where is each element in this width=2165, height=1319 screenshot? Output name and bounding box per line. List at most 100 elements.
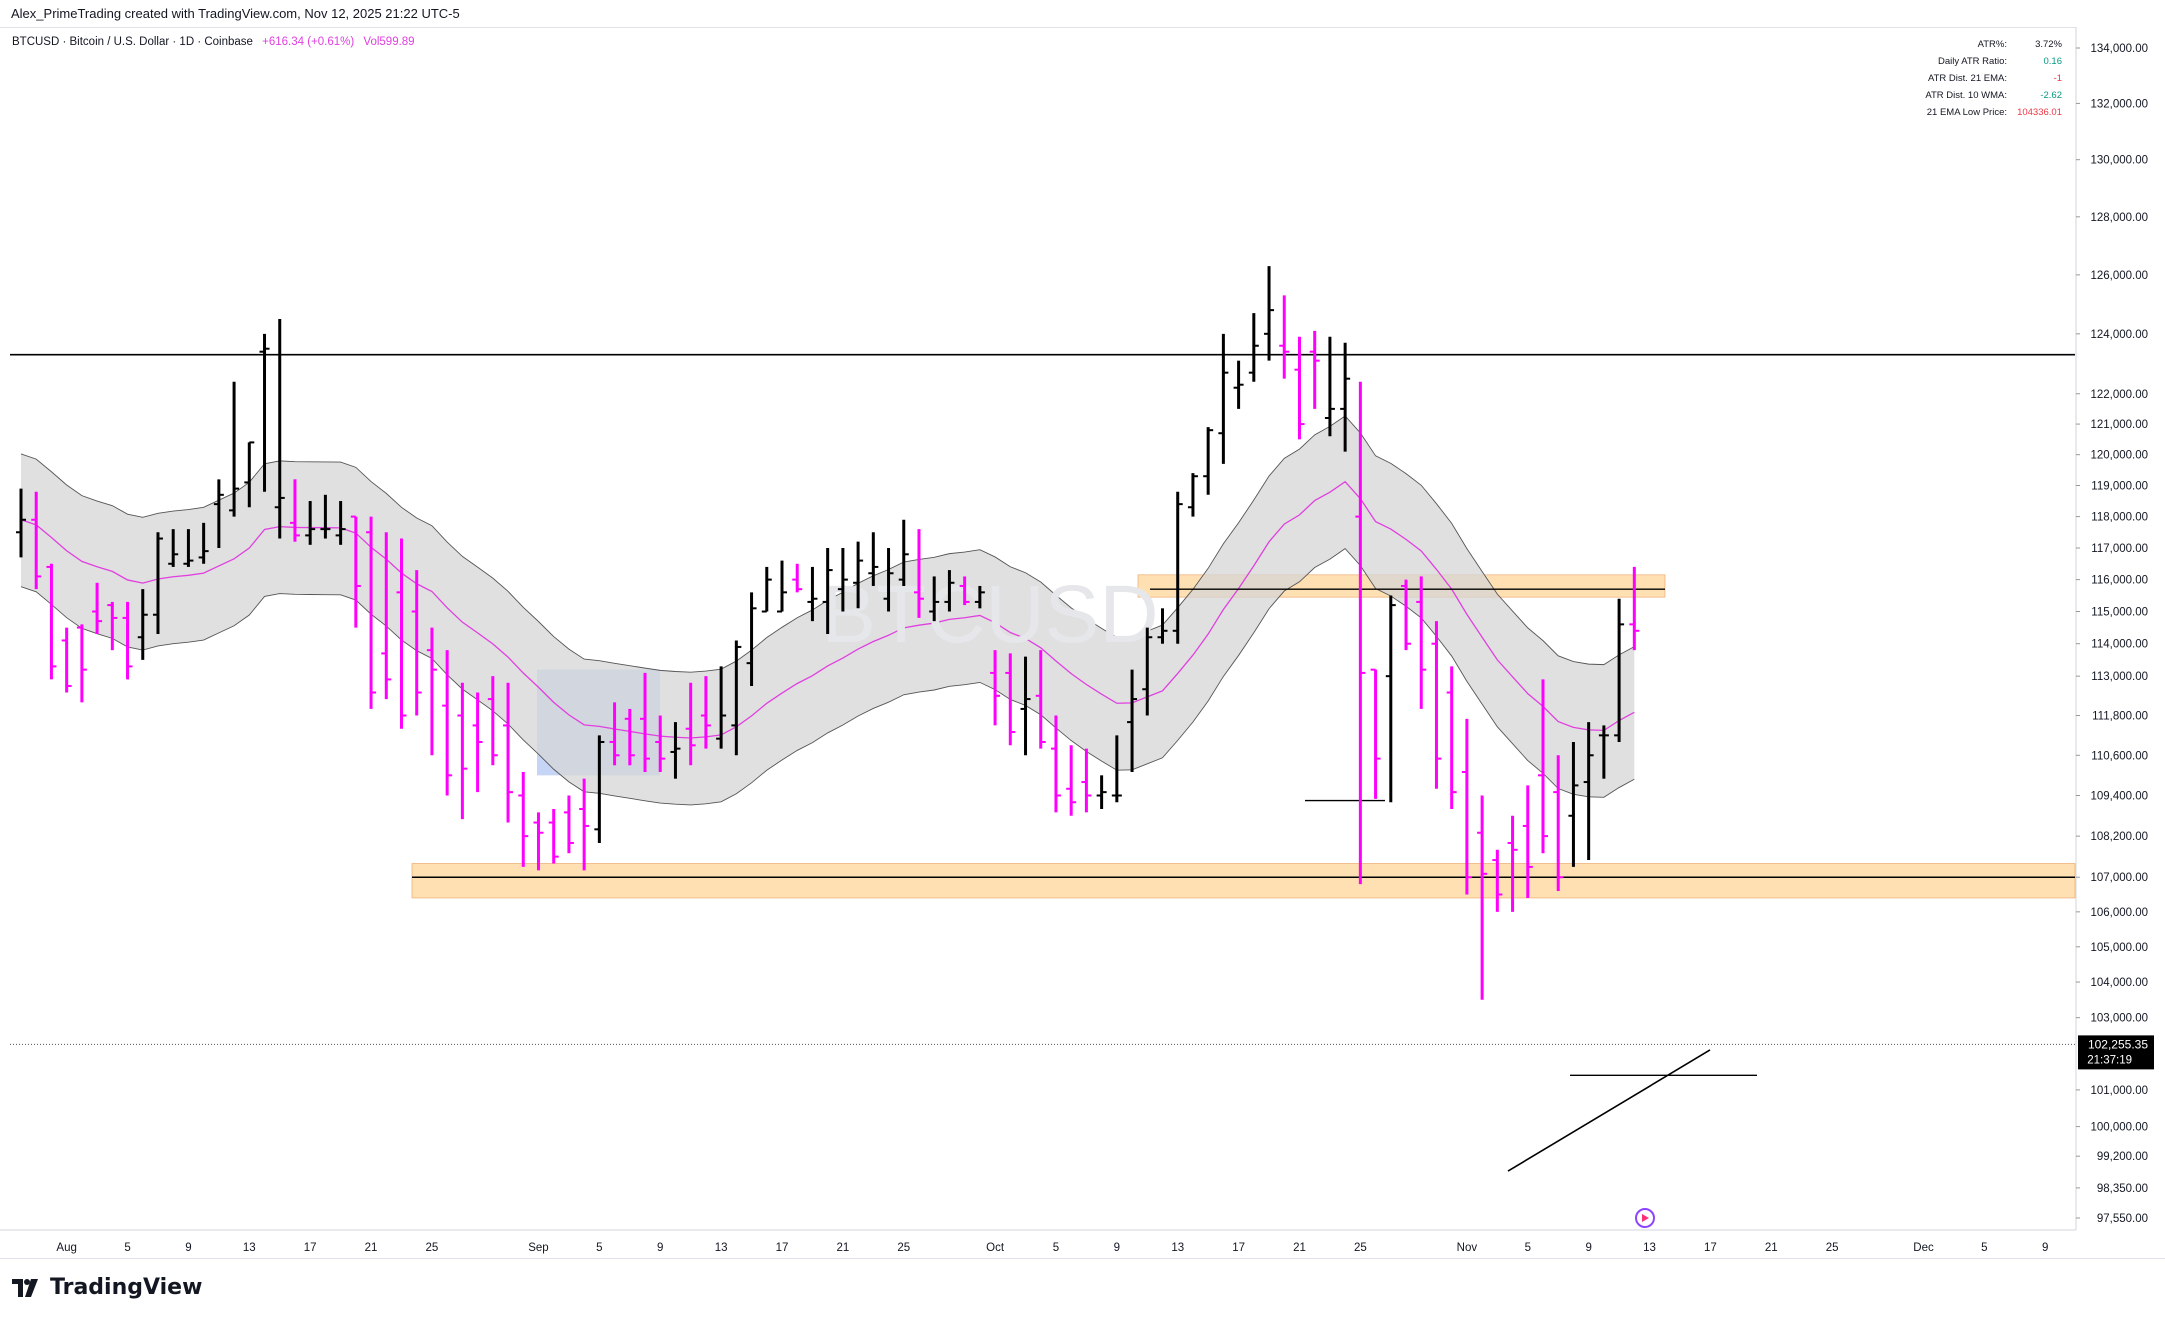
ohlc-bar[interactable] xyxy=(944,570,955,612)
ohlc-bar[interactable] xyxy=(1340,342,1351,452)
ohlc-bar[interactable] xyxy=(1507,815,1518,912)
ohlc-bar[interactable] xyxy=(1401,579,1412,651)
replay-icon[interactable] xyxy=(1635,1208,1655,1228)
ohlc-bar[interactable] xyxy=(213,479,224,548)
tradingview-logo[interactable]: TradingView xyxy=(12,1275,202,1300)
ohlc-bar[interactable] xyxy=(655,715,666,772)
ohlc-bar[interactable] xyxy=(46,563,57,680)
ohlc-bar[interactable] xyxy=(411,570,422,716)
ohlc-bar[interactable] xyxy=(685,682,696,766)
ohlc-bar[interactable] xyxy=(1081,748,1092,813)
ohlc-bar[interactable] xyxy=(1355,381,1366,885)
ohlc-bar[interactable] xyxy=(1248,313,1259,382)
ohlc-bar[interactable] xyxy=(92,582,103,635)
price-axis[interactable]: 134,000.00 132,000.00 130,000.00 128,000.00… xyxy=(2075,27,2165,1230)
ohlc-bar[interactable] xyxy=(533,812,544,871)
ohlc-bar[interactable] xyxy=(1127,669,1138,772)
ohlc-bar[interactable] xyxy=(1538,679,1548,854)
ohlc-bar[interactable] xyxy=(837,547,848,612)
ohlc-bar[interactable] xyxy=(457,682,468,820)
ohlc-bar[interactable] xyxy=(381,532,392,700)
ohlc-bar[interactable] xyxy=(1279,295,1290,379)
ohlc-bar[interactable] xyxy=(1431,621,1442,789)
ohlc-bar[interactable] xyxy=(1553,755,1564,892)
ohlc-bar[interactable] xyxy=(1142,627,1153,716)
price-chart[interactable]: BTCUSD 134,000.00 132,000.00 130,000.00 128… xyxy=(0,27,2165,1258)
ohlc-bar[interactable] xyxy=(1294,336,1305,440)
ohlc-bar[interactable] xyxy=(929,576,940,622)
ohlc-bar[interactable] xyxy=(122,601,133,680)
ohlc-bar[interactable] xyxy=(1066,745,1077,816)
ohlc-bar[interactable] xyxy=(746,592,757,686)
ohlc-bar[interactable] xyxy=(1203,427,1214,495)
ohlc-bar[interactable] xyxy=(1492,849,1503,912)
ohlc-bar[interactable] xyxy=(700,676,711,749)
ohlc-bar[interactable] xyxy=(990,650,1001,726)
ohlc-bar[interactable] xyxy=(244,441,255,508)
ohlc-bar[interactable] xyxy=(503,682,514,823)
ohlc-bar[interactable] xyxy=(777,560,787,613)
ohlc-bar[interactable] xyxy=(1050,715,1061,813)
ohlc-bar[interactable] xyxy=(1035,650,1046,749)
ohlc-bar[interactable] xyxy=(868,532,879,586)
ohlc-bar[interactable] xyxy=(548,808,559,864)
ohlc-bar[interactable] xyxy=(350,515,361,628)
ohlc-bar[interactable] xyxy=(289,479,300,542)
ohlc-bar[interactable] xyxy=(807,566,818,622)
ohlc-bar[interactable] xyxy=(472,692,483,793)
ohlc-bar[interactable] xyxy=(1324,336,1335,437)
ohlc-bar[interactable] xyxy=(1172,491,1183,644)
ohlc-bar[interactable] xyxy=(61,627,72,693)
ohlc-bar[interactable] xyxy=(1385,595,1396,803)
ohlc-bar[interactable] xyxy=(1477,795,1488,1000)
ohlc-bar[interactable] xyxy=(898,519,909,586)
ohlc-bar[interactable] xyxy=(229,381,240,517)
ohlc-bar[interactable] xyxy=(305,501,316,545)
ohlc-bar[interactable] xyxy=(442,650,453,796)
ohlc-bar[interactable] xyxy=(670,722,681,779)
ohlc-bar[interactable] xyxy=(274,318,285,539)
ohlc-bar[interactable] xyxy=(959,576,970,606)
ohlc-bar[interactable] xyxy=(1111,735,1122,803)
ohlc-bar[interactable] xyxy=(1614,598,1625,742)
ohlc-bar[interactable] xyxy=(1568,741,1579,867)
ohlc-bar[interactable] xyxy=(335,501,346,545)
ohlc-bar[interactable] xyxy=(731,640,742,756)
ohlc-bar[interactable] xyxy=(1187,473,1198,517)
ohlc-bar[interactable] xyxy=(31,491,42,590)
ohlc-bar[interactable] xyxy=(1598,725,1609,779)
ohlc-bar[interactable] xyxy=(320,494,331,539)
ohlc-bar[interactable] xyxy=(579,778,590,871)
ohlc-bar[interactable] xyxy=(518,771,529,867)
ohlc-bar[interactable] xyxy=(137,589,148,660)
ohlc-bar[interactable] xyxy=(761,566,772,613)
support-zone[interactable] xyxy=(411,863,2076,899)
ohlc-bar[interactable] xyxy=(1583,722,1594,861)
ohlc-bar[interactable] xyxy=(1157,608,1168,644)
ohlc-bar[interactable] xyxy=(1416,576,1427,709)
ohlc-bar[interactable] xyxy=(168,529,179,567)
ohlc-bar[interactable] xyxy=(853,541,864,609)
ohlc-bar[interactable] xyxy=(259,333,270,492)
ohlc-bar[interactable] xyxy=(1096,775,1107,809)
time-axis[interactable]: Aug 5 9 13 17 21 25 Sep 5 9 13 17 21 25 Oct 5 9 13 17 21 25 N… xyxy=(0,1229,2165,1258)
ohlc-bar[interactable] xyxy=(76,624,87,703)
ohlc-bar[interactable] xyxy=(624,708,635,766)
ohlc-bar[interactable] xyxy=(1446,666,1457,809)
ohlc-bar[interactable] xyxy=(563,795,574,854)
ohlc-bar[interactable] xyxy=(1264,266,1275,361)
ohlc-bar[interactable] xyxy=(716,666,727,749)
ohlc-bar[interactable] xyxy=(366,516,377,709)
ohlc-bar[interactable] xyxy=(822,547,833,635)
ohlc-bar[interactable] xyxy=(107,601,118,651)
ohlc-bar[interactable] xyxy=(1370,668,1381,799)
ohlc-bar[interactable] xyxy=(152,532,163,635)
ohlc-bar[interactable] xyxy=(792,563,803,593)
ohlc-bar[interactable] xyxy=(640,672,651,772)
ohlc-bar[interactable] xyxy=(16,488,26,558)
ohlc-bar[interactable] xyxy=(198,522,209,564)
ohlc-bar[interactable] xyxy=(1461,718,1472,895)
ohlc-bar[interactable] xyxy=(1020,656,1031,756)
trend-line[interactable] xyxy=(1507,1049,1711,1172)
ohlc-bar[interactable] xyxy=(396,538,407,729)
